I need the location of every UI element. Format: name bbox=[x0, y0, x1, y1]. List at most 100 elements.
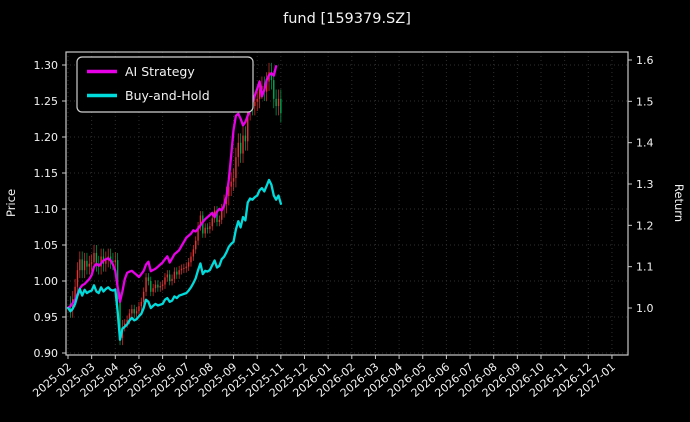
candle-body bbox=[131, 309, 133, 314]
candle-body bbox=[74, 286, 76, 299]
left-tick-label: 1.20 bbox=[34, 131, 59, 144]
candle-body bbox=[159, 286, 161, 288]
candle-body bbox=[235, 157, 237, 179]
legend-label-buy-and-hold: Buy-and-Hold bbox=[125, 88, 210, 103]
candle-body bbox=[209, 226, 211, 230]
candle-body bbox=[140, 301, 143, 307]
candle-body bbox=[230, 181, 232, 187]
candle-body bbox=[218, 219, 221, 222]
candle-body bbox=[154, 284, 157, 289]
left-tick-label: 1.30 bbox=[34, 59, 59, 72]
right-tick-label: 1.4 bbox=[636, 137, 654, 150]
legend: AI Strategy Buy-and-Hold bbox=[76, 56, 254, 113]
left-tick-label: 1.00 bbox=[34, 275, 59, 288]
candle-body bbox=[133, 309, 135, 314]
candle-body bbox=[202, 215, 204, 234]
right-tick-label: 1.3 bbox=[636, 178, 654, 191]
candle-body bbox=[228, 186, 230, 197]
candle-body bbox=[237, 142, 239, 158]
candle-body bbox=[254, 101, 256, 107]
candle-body bbox=[100, 256, 102, 267]
candle-body bbox=[152, 288, 154, 292]
candle-body bbox=[86, 260, 88, 267]
right-tick-label: 1.2 bbox=[636, 219, 654, 232]
legend-box bbox=[76, 56, 254, 113]
candle-body bbox=[190, 256, 192, 263]
candle-body bbox=[135, 311, 138, 314]
candle-body bbox=[157, 284, 159, 288]
candle-body bbox=[79, 259, 81, 271]
right-tick-label: 1.1 bbox=[636, 261, 654, 274]
right-tick-label: 1.5 bbox=[636, 95, 654, 108]
candle-body bbox=[204, 227, 206, 234]
candle-body bbox=[244, 135, 247, 142]
candle-body bbox=[164, 277, 166, 285]
left-tick-label: 1.15 bbox=[34, 167, 59, 180]
candle-body bbox=[185, 266, 187, 269]
candle-body bbox=[83, 260, 86, 271]
ai-strategy-line bbox=[66, 65, 278, 310]
candle-body bbox=[112, 260, 114, 263]
candle-body bbox=[76, 270, 79, 287]
candle-body bbox=[258, 89, 261, 99]
candle-body bbox=[192, 249, 195, 257]
candle-body bbox=[199, 215, 202, 227]
candle-body bbox=[211, 218, 213, 227]
candle-body bbox=[195, 240, 197, 250]
candle-body bbox=[81, 259, 83, 271]
candle-body bbox=[166, 274, 169, 278]
legend-label-ai-strategy: AI Strategy bbox=[125, 64, 195, 79]
left-tick-label: 0.90 bbox=[34, 347, 59, 360]
candle-body bbox=[176, 271, 178, 275]
candle-body bbox=[119, 299, 121, 338]
left-tick-label: 0.95 bbox=[34, 311, 59, 324]
candle-body bbox=[168, 274, 171, 281]
candle-body bbox=[261, 85, 263, 90]
candle-body bbox=[277, 98, 280, 107]
candle-body bbox=[95, 252, 98, 264]
series-line bbox=[66, 65, 278, 310]
right-tick-label: 1.0 bbox=[636, 302, 654, 315]
candle-body bbox=[142, 291, 145, 302]
candle-body bbox=[216, 210, 218, 222]
right-axis-label: Return bbox=[672, 184, 686, 222]
candle-body bbox=[187, 262, 190, 267]
plot-border bbox=[65, 51, 629, 356]
candle-body bbox=[183, 268, 185, 270]
candle-body bbox=[114, 260, 116, 263]
candle-body bbox=[145, 277, 147, 292]
right-tick-label: 1.6 bbox=[636, 54, 654, 67]
chart-title: fund [159379.SZ] bbox=[283, 11, 411, 27]
candle-body bbox=[256, 98, 258, 102]
candle-body bbox=[161, 284, 164, 287]
candle-body bbox=[239, 142, 242, 154]
candle-body bbox=[150, 281, 152, 292]
candle-body bbox=[105, 259, 107, 264]
candle-body bbox=[173, 271, 176, 279]
candle-body bbox=[273, 80, 275, 99]
candle-body bbox=[147, 277, 150, 281]
candle-body bbox=[180, 268, 183, 271]
candle-body bbox=[109, 256, 112, 261]
candle-body bbox=[178, 270, 180, 275]
candle-body bbox=[138, 306, 140, 312]
candle-body bbox=[247, 111, 249, 142]
candle-body bbox=[88, 263, 90, 267]
candle-body bbox=[197, 226, 199, 241]
candle-body bbox=[270, 72, 273, 81]
series-line bbox=[66, 178, 283, 341]
buy-and-hold-line bbox=[66, 178, 283, 341]
candle-body bbox=[232, 178, 235, 182]
candle-body bbox=[126, 319, 128, 324]
candle-body bbox=[90, 262, 93, 264]
left-axis-label: Price bbox=[4, 189, 18, 217]
candle-body bbox=[265, 81, 268, 92]
candle-body bbox=[280, 98, 282, 114]
candle-body bbox=[275, 98, 277, 107]
candle-body bbox=[93, 252, 95, 263]
left-tick-label: 1.10 bbox=[34, 203, 59, 216]
candle-body bbox=[171, 278, 173, 281]
left-tick-label: 1.25 bbox=[34, 95, 59, 108]
